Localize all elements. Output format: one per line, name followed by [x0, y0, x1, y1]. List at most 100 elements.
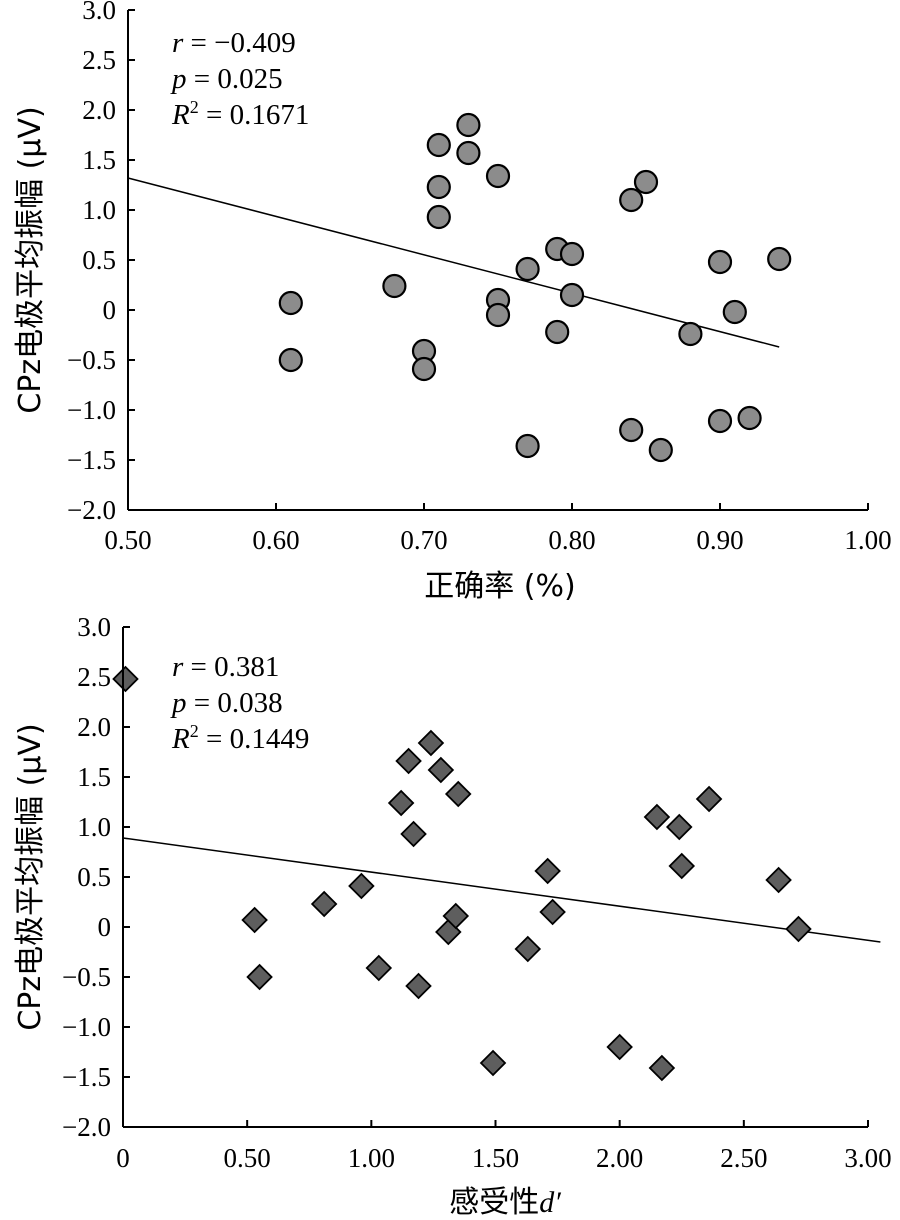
data-point: [559, 282, 585, 308]
annotation-r2-label: R: [171, 723, 190, 755]
annotation-r2: R2 = 0.1671: [171, 97, 309, 131]
data-point: [405, 972, 432, 1000]
data-point: [534, 857, 561, 885]
data-point: [648, 437, 673, 463]
annotation-r-label: r: [172, 27, 184, 59]
annotation-r2: R2 = 0.1449: [171, 721, 309, 755]
y-tick-label: 3.0: [77, 612, 111, 642]
y-tick-label: −0.5: [67, 345, 116, 375]
annotation-p-value: = 0.038: [187, 687, 283, 719]
x-tick-label: 1.50: [472, 1143, 519, 1173]
y-tick-label: −1.5: [62, 1062, 111, 1092]
data-point: [278, 290, 303, 316]
x-tick-label: 0.50: [104, 525, 151, 555]
data-point: [387, 789, 415, 817]
data-point: [648, 1054, 676, 1082]
y-tick-label: 2.5: [77, 662, 111, 692]
y-tick-labels: 3.0 2.5 2.0 1.5 1.0 0.5 0 −0.5 −1.0 −1.5 −2.0: [67, 0, 135, 525]
y-tick-label: 0: [98, 912, 112, 942]
y-tick-label: 1.5: [82, 145, 116, 175]
y-tick-labels: 3.0 2.5 2.0 1.5 1.0 0.5 0 −0.5 −1.0 −1.5 −2.0: [62, 612, 130, 1142]
annotation-r: r = 0.381: [172, 651, 279, 683]
data-point: [485, 302, 511, 328]
data-point: [767, 246, 792, 272]
annotation-r: r = −0.409: [172, 27, 296, 59]
data-point: [278, 347, 303, 373]
annotation-r2-sup: 2: [190, 97, 199, 117]
data-point: [485, 163, 511, 189]
data-point: [539, 898, 566, 926]
x-tick-label: 1.00: [348, 1143, 395, 1173]
y-tick-label: 3.0: [82, 0, 116, 25]
x-tick-label: 0.90: [696, 525, 743, 555]
data-point: [633, 169, 659, 195]
data-point: [707, 249, 733, 275]
data-points: [278, 112, 792, 463]
data-point: [417, 729, 445, 757]
data-point: [515, 256, 540, 282]
y-tick-label: −1.0: [62, 1012, 111, 1042]
y-tick-label: 2.0: [77, 712, 111, 742]
annotation-p-label: p: [170, 687, 187, 719]
x-tick-label: 0: [116, 1143, 130, 1173]
trendline: [122, 837, 881, 943]
data-point: [426, 204, 451, 230]
data-point: [400, 820, 427, 848]
x-axis-title: 正确率 (%): [424, 569, 575, 604]
data-point: [514, 935, 542, 963]
data-point: [426, 132, 451, 158]
annotation-p-value: = 0.025: [187, 63, 283, 95]
chart-top-accuracy: 3.02.52.01.51.00.50−0.5−1.0−1.5−2.0 0.50…: [13, 0, 892, 604]
data-point: [395, 747, 422, 775]
annotation-r2-value: = 0.1671: [199, 99, 310, 131]
y-axis-title: CPz电极平均振幅 (μV): [13, 723, 48, 1030]
annotation-r-label: r: [172, 651, 184, 683]
x-tick-label: 2.00: [596, 1143, 643, 1173]
y-tick-label: 1.0: [82, 195, 116, 225]
data-point: [442, 902, 470, 930]
data-point: [456, 112, 481, 138]
data-point: [606, 1033, 633, 1061]
data-point: [619, 417, 644, 443]
data-point: [112, 665, 139, 693]
data-point: [456, 140, 481, 166]
annotation-r2-value: = 0.1449: [199, 723, 310, 755]
data-point: [707, 408, 733, 434]
x-tick-label: 0.80: [548, 525, 595, 555]
data-point: [348, 872, 375, 900]
data-point: [678, 321, 703, 347]
x-axis-title-italic: d′: [539, 1186, 561, 1219]
y-tick-label: 2.0: [82, 95, 116, 125]
y-tick-label: −2.0: [62, 1112, 111, 1142]
data-point: [765, 866, 792, 894]
x-tick-label: 1.00: [844, 525, 891, 555]
data-point: [643, 803, 671, 831]
x-tick-labels: 0.50 0.60 0.70 0.80 0.90 1.00: [104, 503, 892, 555]
annotation-r-value: = 0.381: [183, 651, 279, 683]
x-tick-labels: 0 0.50 1.00 1.50 2.00 2.50 3.00: [116, 1120, 892, 1173]
y-tick-label: 1.0: [77, 812, 111, 842]
y-tick-label: −0.5: [62, 962, 111, 992]
trendline-group: [122, 837, 881, 943]
data-point: [785, 915, 812, 943]
x-tick-label: 0.70: [400, 525, 447, 555]
data-point: [444, 780, 472, 808]
trendline-group: [127, 177, 780, 348]
y-tick-label: 1.5: [77, 762, 111, 792]
x-tick-label: 0.50: [224, 1143, 271, 1173]
annotation-r2-label: R: [171, 99, 190, 131]
data-point: [246, 963, 273, 991]
y-tick-label: 0.5: [77, 862, 111, 892]
x-axis-title-text: 感受性: [449, 1185, 539, 1220]
data-point: [722, 299, 747, 325]
annotation-p: p = 0.025: [170, 63, 283, 95]
data-point: [668, 852, 696, 880]
annotation-p-label: p: [170, 63, 187, 95]
chart-bottom-sensitivity: 3.02.52.01.51.00.50−0.5−1.0−1.5−2.0 0 0.5…: [13, 612, 892, 1220]
data-point: [695, 785, 723, 813]
trendline: [127, 177, 780, 348]
y-tick-label: −1.5: [67, 445, 116, 475]
data-point: [737, 405, 762, 431]
y-tick-label: −2.0: [67, 495, 116, 525]
